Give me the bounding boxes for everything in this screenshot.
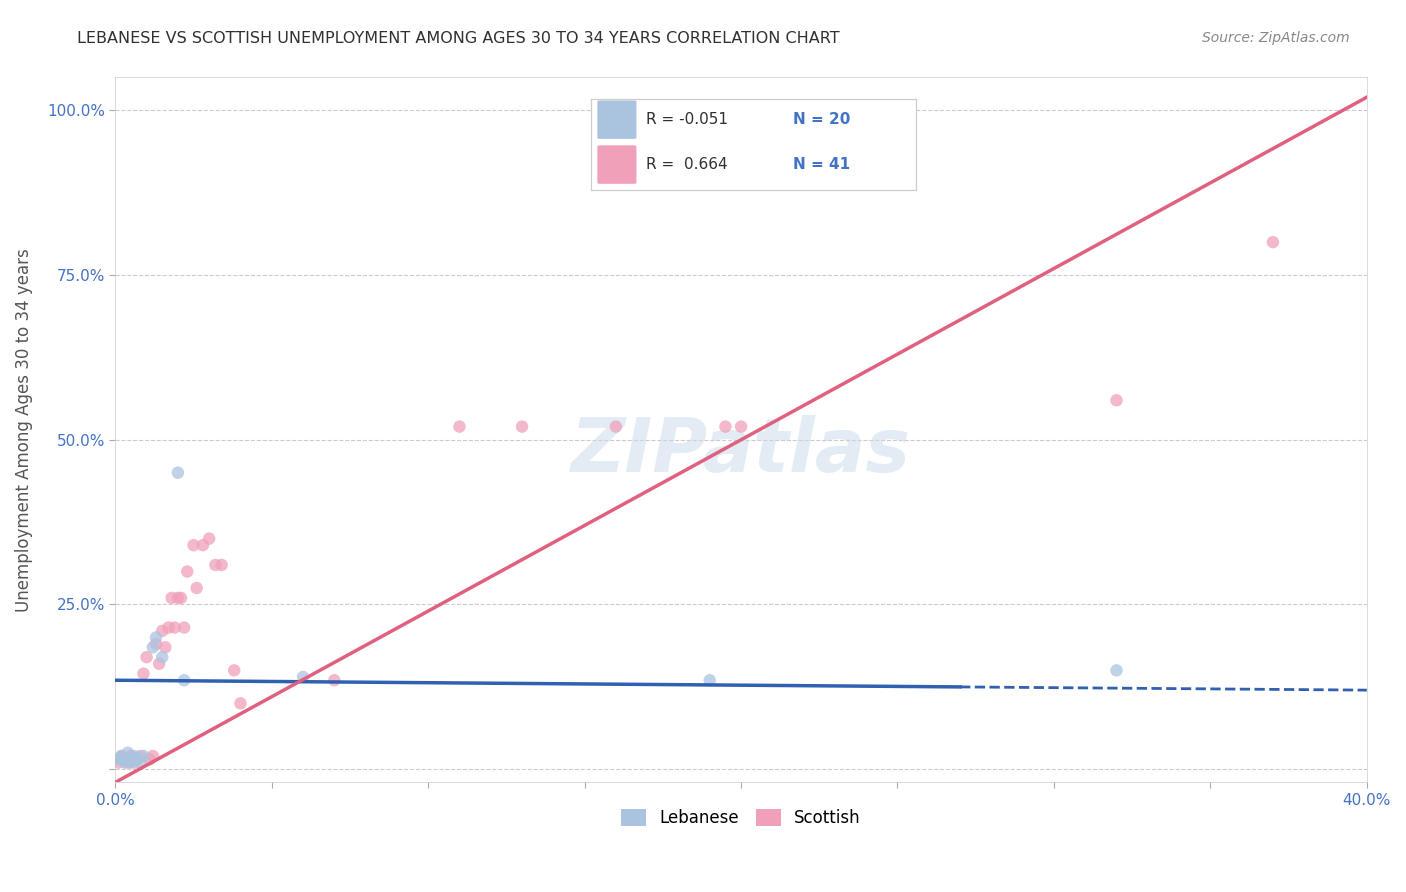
Text: LEBANESE VS SCOTTISH UNEMPLOYMENT AMONG AGES 30 TO 34 YEARS CORRELATION CHART: LEBANESE VS SCOTTISH UNEMPLOYMENT AMONG … <box>77 31 839 46</box>
Legend: Lebanese, Scottish: Lebanese, Scottish <box>614 803 868 834</box>
Point <box>605 419 627 434</box>
Point <box>229 696 252 710</box>
Point <box>173 621 195 635</box>
Point <box>110 752 132 766</box>
Point <box>117 746 139 760</box>
Point <box>163 621 186 635</box>
Point <box>150 624 173 638</box>
Point <box>132 749 155 764</box>
Point <box>224 664 246 678</box>
Point <box>191 538 214 552</box>
Point <box>183 538 205 552</box>
Point <box>138 752 160 766</box>
Point <box>186 581 208 595</box>
Point <box>167 466 190 480</box>
Y-axis label: Unemployment Among Ages 30 to 34 years: Unemployment Among Ages 30 to 34 years <box>15 248 32 612</box>
Point <box>110 749 132 764</box>
Point <box>145 631 167 645</box>
Point <box>148 657 170 671</box>
Point <box>120 752 142 766</box>
Text: Source: ZipAtlas.com: Source: ZipAtlas.com <box>1202 31 1350 45</box>
Point <box>129 749 152 764</box>
Point <box>292 670 315 684</box>
Point <box>323 673 346 688</box>
Point <box>204 558 226 572</box>
Text: ZIPatlas: ZIPatlas <box>571 415 911 488</box>
Point <box>142 640 165 655</box>
Point <box>1105 664 1128 678</box>
Point <box>110 749 132 764</box>
Point <box>155 640 177 655</box>
Point <box>135 650 157 665</box>
Point <box>120 749 142 764</box>
Point <box>211 558 233 572</box>
Point <box>730 419 752 434</box>
Point <box>157 621 180 635</box>
Point <box>107 756 129 770</box>
Point <box>117 756 139 770</box>
Point <box>1261 235 1284 249</box>
Point <box>173 673 195 688</box>
Point <box>132 666 155 681</box>
Point <box>145 637 167 651</box>
Point <box>122 749 145 764</box>
Point <box>160 591 183 605</box>
Point <box>107 752 129 766</box>
Point <box>449 419 471 434</box>
Point <box>170 591 193 605</box>
Point <box>122 752 145 766</box>
Point <box>129 756 152 770</box>
Point <box>127 752 149 766</box>
Point <box>114 752 136 766</box>
Point <box>117 752 139 766</box>
Point <box>127 752 149 766</box>
Point <box>176 565 198 579</box>
Point <box>120 756 142 770</box>
Point <box>142 749 165 764</box>
Point <box>714 419 737 434</box>
Point <box>150 650 173 665</box>
Point <box>1105 393 1128 408</box>
Point <box>510 419 533 434</box>
Point <box>198 532 221 546</box>
Point <box>699 673 721 688</box>
Point <box>110 752 132 766</box>
Point <box>114 756 136 770</box>
Point <box>122 756 145 770</box>
Point <box>167 591 190 605</box>
